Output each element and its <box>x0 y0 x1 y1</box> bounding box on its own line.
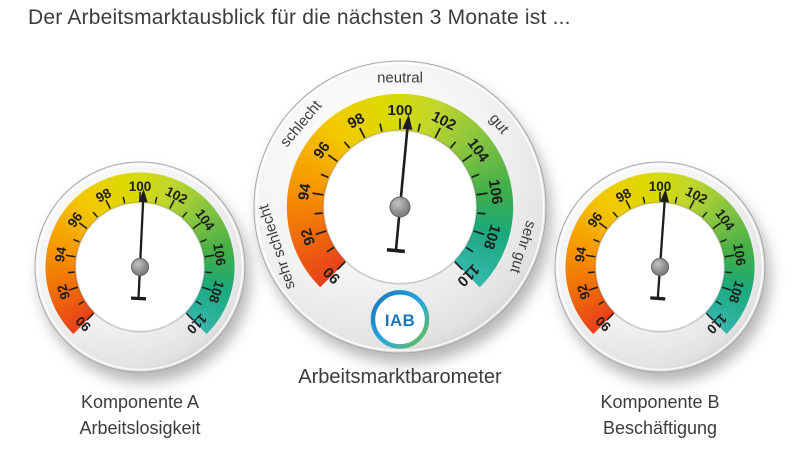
caption-component-b: Komponente B Beschäftigung <box>540 389 780 441</box>
caption-component-b-line1: Komponente B <box>600 392 720 412</box>
caption-component-a-line1: Komponente A <box>80 392 200 412</box>
gauge-needle <box>650 189 670 301</box>
sector-label: neutral <box>377 69 423 86</box>
tick-label: 106 <box>730 242 748 267</box>
tick-label: 92 <box>298 226 319 247</box>
gauge-ticks <box>585 191 735 321</box>
iab-logo: IAB <box>370 290 430 349</box>
gauge-needle <box>386 114 413 254</box>
needle-hub <box>651 258 669 276</box>
tick-label: 92 <box>54 282 73 301</box>
needle-hub <box>389 196 411 218</box>
tick-label: 106 <box>210 242 228 267</box>
caption-component-a: Komponente A Arbeitslosigkeit <box>20 389 260 441</box>
tick-label: 90 <box>73 313 94 334</box>
tick-label: 94 <box>52 245 69 263</box>
caption-component-b-line2: Beschäftigung <box>602 418 718 438</box>
iab-logo-text: IAB <box>385 311 415 330</box>
tick-label: 108 <box>480 222 504 251</box>
tick-label: 106 <box>485 178 506 205</box>
caption-component-a-line2: Arbeitslosigkeit <box>79 418 201 438</box>
tick-label: 100 <box>649 179 672 194</box>
tick-label: 100 <box>129 179 152 194</box>
tick-label: 108 <box>206 279 227 306</box>
caption-barometer: Arbeitsmarktbarometer <box>298 366 502 388</box>
gauge-needle <box>130 189 149 301</box>
tick-label: 108 <box>726 279 747 306</box>
gauge-band <box>565 172 755 335</box>
tick-label: 98 <box>93 185 114 205</box>
tick-label: 100 <box>387 102 412 119</box>
gauge-ticks <box>312 118 488 271</box>
page-title: Der Arbeitsmarktausblick für die nächste… <box>28 6 571 29</box>
tick-label: 96 <box>310 139 334 162</box>
tick-label: 98 <box>345 110 368 133</box>
gauge-ticks <box>65 191 215 321</box>
tick-label: 94 <box>572 245 589 263</box>
tick-label: 90 <box>593 313 614 334</box>
tick-label: 98 <box>613 185 634 205</box>
gauge-band <box>286 93 514 288</box>
gauge-band <box>45 172 235 335</box>
needle-hub <box>131 258 149 276</box>
tick-label: 94 <box>295 182 315 202</box>
tick-label: 92 <box>574 282 593 301</box>
